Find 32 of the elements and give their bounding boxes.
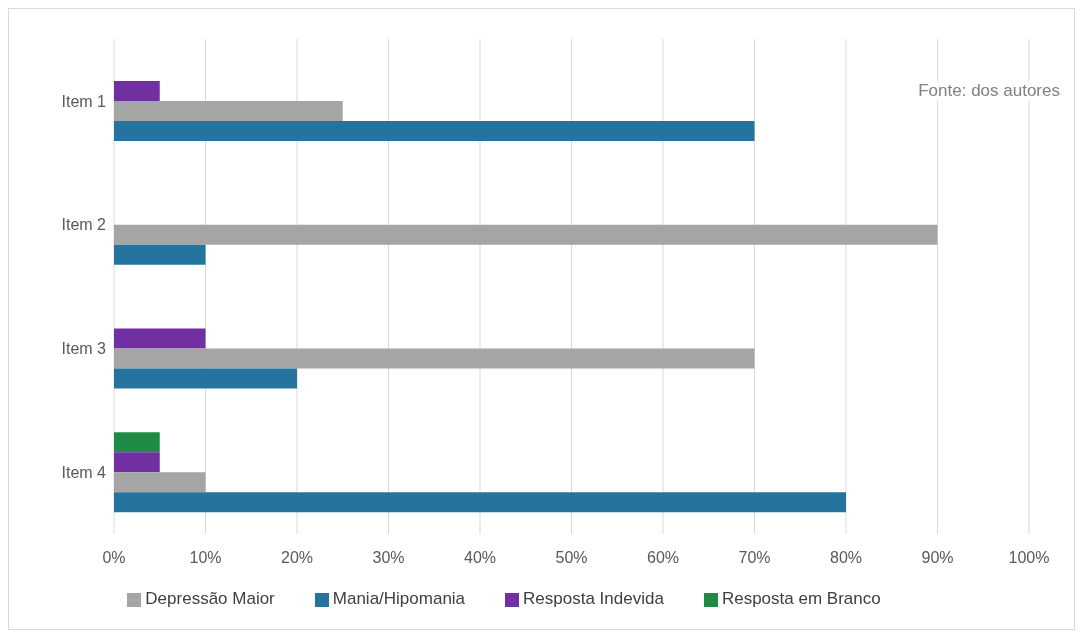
x-tick-label: 40% <box>463 549 497 567</box>
x-tick-label: 90% <box>921 549 954 567</box>
bar <box>114 368 297 389</box>
y-tick-label: Item 1 <box>61 92 107 110</box>
bar <box>114 472 206 493</box>
x-tick-label: 0% <box>102 549 126 567</box>
bar <box>114 101 343 121</box>
x-tick-label: 10% <box>189 549 222 567</box>
bar <box>114 452 160 473</box>
y-tick-label: Item 3 <box>61 340 107 358</box>
x-tick-label: 100% <box>1008 549 1050 567</box>
bar <box>114 224 938 245</box>
legend-label: Resposta Indevida <box>523 589 664 608</box>
bar <box>114 244 206 265</box>
bar <box>114 432 160 453</box>
legend-label: Mania/Hipomania <box>332 589 466 608</box>
y-tick-label: Item 2 <box>61 216 107 234</box>
x-tick-label: 80% <box>829 549 863 567</box>
x-tick-label: 60% <box>646 549 680 567</box>
x-tick-label: 20% <box>280 549 314 567</box>
x-tick-label: 70% <box>738 549 771 567</box>
annotation: Fonte: dos autores <box>918 81 1060 101</box>
x-tick-label: 30% <box>372 549 405 567</box>
legend-label: Depressão Maior <box>145 589 275 608</box>
x-tick-label: 50% <box>555 549 588 567</box>
bar <box>114 81 160 101</box>
legend-label: Resposta em Branco <box>721 589 881 608</box>
bar <box>114 492 846 513</box>
bar <box>114 348 755 369</box>
bar <box>114 121 755 141</box>
bar <box>114 328 206 349</box>
y-tick-label: Item 4 <box>61 463 107 481</box>
